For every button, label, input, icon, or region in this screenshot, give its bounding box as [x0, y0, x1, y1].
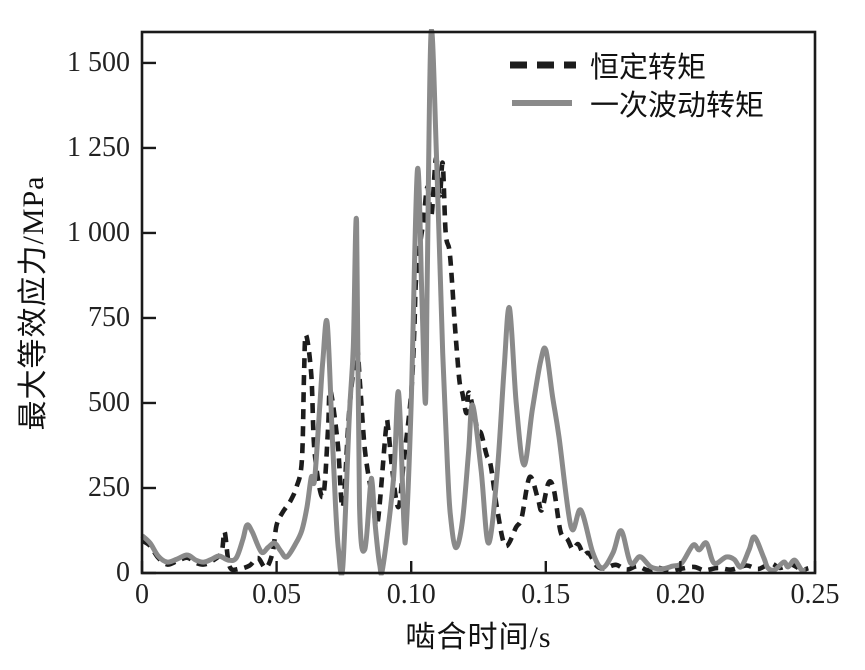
- x-tick-label: 0.20: [655, 579, 705, 610]
- x-tick-label: 0.25: [790, 579, 840, 610]
- y-tick-label: 250: [88, 471, 130, 503]
- x-tick-label: 0.10: [386, 579, 436, 610]
- y-tick-label: 500: [88, 386, 130, 418]
- legend: 恒定转矩 一次波动转矩: [510, 46, 764, 122]
- y-tick-label: 0: [116, 557, 130, 588]
- y-tick-label: 750: [88, 301, 130, 333]
- series-line-0: [140, 155, 810, 574]
- x-tick-label: 0.15: [521, 579, 571, 610]
- legend-item-constant-torque: 恒定转矩: [510, 46, 764, 84]
- legend-label: 一次波动转矩: [590, 90, 765, 122]
- y-tick-label: 1 000: [67, 216, 130, 248]
- x-axis-title: 啮合时间/s: [405, 621, 552, 654]
- solid-line-sample: [512, 100, 572, 106]
- dashed-line-sample: [510, 61, 576, 69]
- y-tick-label: 1 250: [67, 131, 130, 163]
- plot-border: [140, 30, 817, 575]
- series-line-1: [140, 29, 807, 576]
- y-axis-title: 最大等效应力/MPa: [17, 175, 50, 431]
- legend-item-fluctuating-torque: 一次波动转矩: [510, 84, 764, 122]
- y-tick-label: 1 500: [67, 46, 130, 78]
- legend-label: 恒定转矩: [590, 52, 707, 84]
- x-tick-label: 0: [135, 579, 149, 610]
- x-tick-label: 0.05: [252, 579, 302, 610]
